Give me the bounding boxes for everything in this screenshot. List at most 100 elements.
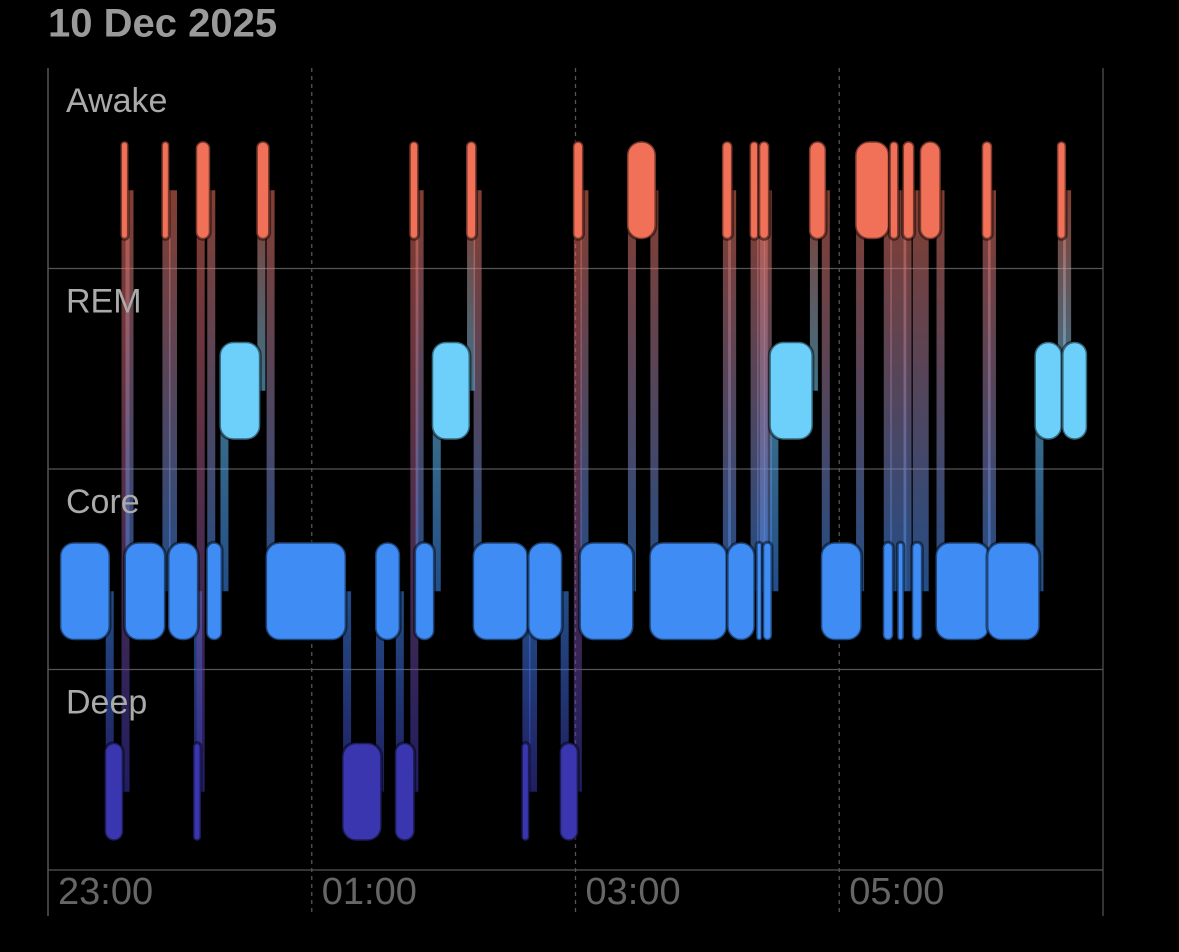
stage-segment [819,540,864,642]
stage-segment [1032,340,1064,442]
transition [162,190,171,592]
transition [750,190,759,592]
stage-segment [571,139,585,241]
transition [169,190,178,592]
row-label: REM [66,282,142,320]
transition [343,591,352,792]
transition [987,190,996,592]
stage-segment [119,139,130,241]
stage-segment [407,139,421,241]
stage-segment [373,540,402,642]
stage-segment [934,540,992,642]
stage-segment [720,139,734,241]
transition [467,190,476,391]
transition [770,390,779,592]
transition [376,591,385,792]
stage-segment [807,139,828,241]
transition [573,190,582,792]
transition [529,591,538,792]
transition [1035,390,1044,592]
stage-segment [887,139,901,241]
row-label: Deep [66,683,147,721]
transition [821,190,830,592]
stage-segment [558,741,580,843]
stage-segment [58,540,112,642]
stage-segment [910,540,924,642]
transition [105,591,114,792]
transition [912,190,921,592]
stage-segment [194,139,212,241]
x-tick-label: 03:00 [586,871,681,913]
transition [266,190,275,592]
transition [856,190,865,592]
stage-segment [471,540,530,642]
stage-segment [519,741,531,843]
transition [903,190,912,592]
x-tick-label: 01:00 [322,871,417,913]
stage-segment [254,139,272,241]
stage-segment [204,540,224,642]
transition [722,190,731,592]
stage-segment [264,540,348,642]
row-label: Awake [66,82,167,120]
stage-segment [159,139,171,241]
transition [627,190,636,592]
stage-segment [103,741,125,843]
transition [982,190,991,592]
transition [125,190,134,592]
transition [763,190,772,592]
stage-segment [881,540,895,642]
transition [560,591,569,792]
transition [395,591,404,792]
row-label: Core [66,483,140,521]
transition [580,190,589,592]
stage-segment [985,540,1042,642]
transition [728,190,737,592]
chart-title: 10 Dec 2025 [48,2,277,46]
transition [898,190,907,592]
transition [220,390,229,592]
stage-segment [901,139,916,241]
transition [1057,190,1066,391]
transition [809,190,818,391]
stage-segment [647,540,729,642]
stage-segment [767,340,815,442]
stage-segment [1060,340,1089,442]
transition [650,190,659,592]
transition [890,190,899,592]
transition [1063,190,1072,391]
x-tick-label: 23:00 [58,871,153,913]
stage-segment [625,139,658,241]
stage-segment [413,540,436,642]
stage-segment [217,340,262,442]
stage-segment [761,540,774,642]
transition [936,190,945,592]
stage-segment [853,139,891,241]
stage-segment [725,540,757,642]
stage-segment [1055,139,1068,241]
transition [883,190,892,592]
transition [432,390,441,592]
transition [257,190,266,391]
stage-segment [526,540,564,642]
transition [522,591,531,792]
stage-segment [757,139,771,241]
stage-segment [577,540,636,642]
transition [920,190,929,592]
x-tick-label: 05:00 [849,871,944,913]
transition [196,190,205,792]
stage-segment [393,741,417,843]
transition [415,190,424,592]
stage-segment [122,540,167,642]
stage-segment [166,540,200,642]
stage-segment [430,340,472,442]
stage-segment [918,139,943,241]
stage-segment [980,139,994,241]
transition [207,190,216,592]
transition [410,190,419,792]
stage-segment [340,741,384,843]
transition [473,190,482,592]
stage-segment [464,139,479,241]
